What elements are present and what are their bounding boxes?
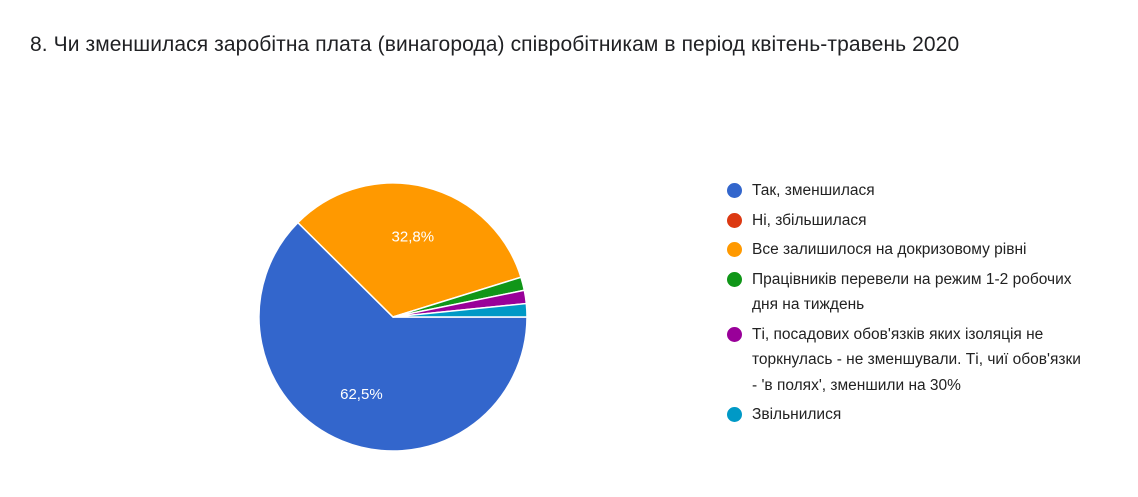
legend-swatch-1 <box>727 212 742 228</box>
legend-swatch-2 <box>727 242 742 257</box>
pie-slice-0[interactable] <box>258 221 528 452</box>
legend-label-2: Все залишилося на докризовому рівні <box>752 241 1027 258</box>
legend-label-4: Ті, посадових обов'язків яких ізоляція н… <box>752 325 1081 394</box>
legend-swatch-0 <box>727 183 742 198</box>
legend-item-5[interactable]: Звільнилися <box>727 402 1087 428</box>
pie-labels: 62,5% 32,8% <box>340 228 434 402</box>
pie-slice-5[interactable] <box>392 302 528 318</box>
legend-label-5: Звільнилися <box>752 406 842 423</box>
legend-swatch-3 <box>727 271 742 287</box>
pie-slice-2[interactable] <box>296 182 522 318</box>
legend-label-1: Ні, збільшилася <box>752 211 867 229</box>
chart-legend: Так, зменшилася Ні, збільшилася Все залиши… <box>727 178 1087 432</box>
legend-swatch-5 <box>727 407 742 422</box>
legend-item-0[interactable]: Так, зменшилася <box>727 178 1087 204</box>
legend-label-0: Так, зменшилася <box>752 182 875 199</box>
legend-swatch-4 <box>727 326 742 342</box>
pie-data-label-2: 32,8% <box>392 228 435 245</box>
question-title: 8. Чи зменшилася заробітна плата (винаго… <box>30 33 960 56</box>
legend-item-2[interactable]: Все залишилося на докризовому рівні <box>727 237 1087 263</box>
pie-slices <box>258 182 528 452</box>
legend-item-3[interactable]: Працівників перевели на режим 1-2 робочи… <box>727 267 1087 318</box>
pie-data-label-0: 62,5% <box>340 386 383 403</box>
legend-label-3: Працівників перевели на режим 1-2 робочи… <box>752 270 1072 314</box>
legend-item-1[interactable]: Ні, збільшилася <box>727 208 1087 234</box>
legend-item-4[interactable]: Ті, посадових обов'язків яких ізоляція н… <box>727 322 1087 399</box>
